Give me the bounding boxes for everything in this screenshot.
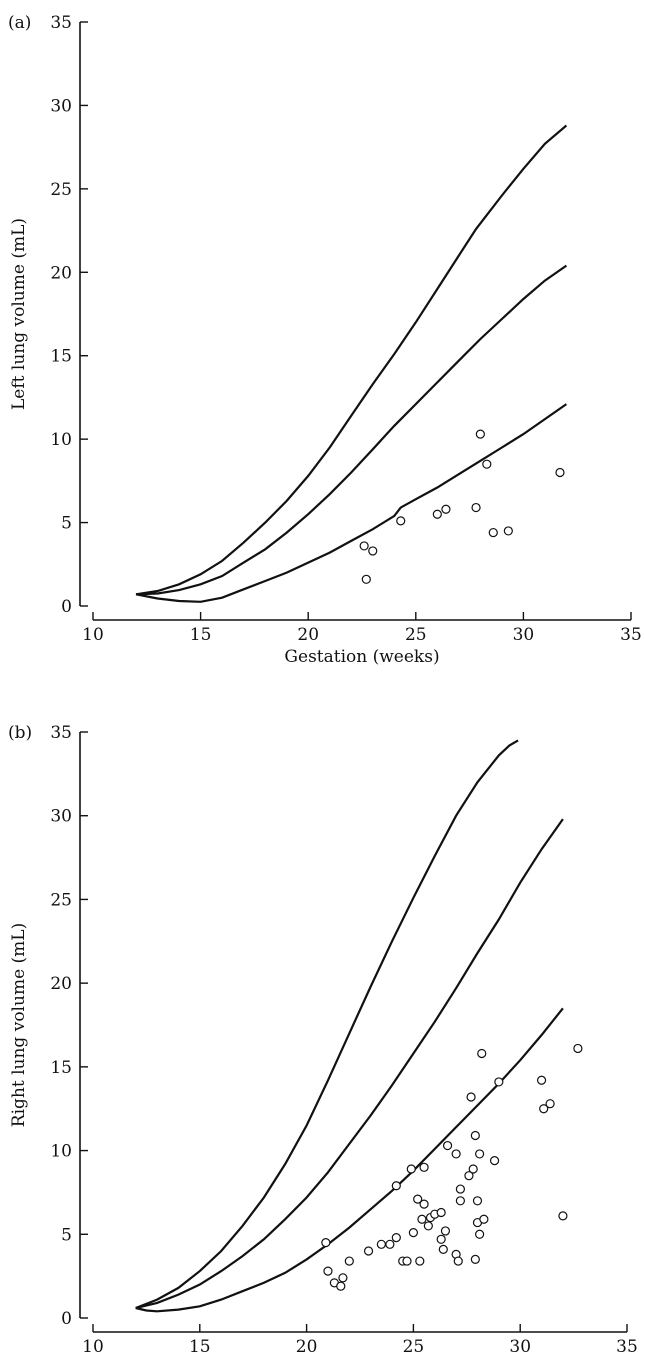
data-point [545,1099,555,1109]
data-point [470,1254,480,1265]
y-tick-label: 25 [50,890,72,910]
data-point [396,516,406,526]
data-point [423,1221,433,1231]
x-tick-label: 10 [82,625,104,645]
reference-curve-3 [135,1007,564,1313]
data-point [363,1246,374,1256]
x-tick-label: 20 [296,1337,318,1357]
data-point [539,1104,549,1114]
y-tick-label: 10 [50,430,72,450]
data-point [494,1077,504,1087]
y-tick-label: 20 [50,974,72,994]
reference-curve-1 [135,124,568,596]
reference-curve-1 [135,739,519,1310]
panel-label: (b) [8,723,32,743]
data-point [413,1194,423,1204]
y-tick-label: 0 [61,597,72,617]
data-point [441,504,451,514]
data-point [432,509,442,519]
data-point [436,1234,446,1244]
data-point [406,1164,416,1174]
x-tick-label: 15 [189,1337,211,1357]
y-tick-label: 30 [50,96,72,116]
y-tick-label: 5 [61,514,72,534]
data-point [453,1256,463,1266]
data-point [477,1048,487,1059]
data-point [368,546,378,556]
data-point [440,1226,451,1236]
y-axis-label: Left lung volume (mL) [9,218,29,410]
x-tick-label: 30 [509,1337,531,1357]
data-point [419,1199,429,1209]
y-tick-label: 30 [50,807,72,827]
x-axis-label: Gestation (weeks) [284,647,439,667]
x-tick-label: 25 [403,1337,425,1357]
data-point [468,1164,478,1174]
panel-a: 0 5 10 15 20 25 30 35 10 15 20 25 30 35 (a) Gestation (… [8,13,642,667]
x-tick-label: 35 [620,625,642,645]
x-tick-label: 20 [297,625,319,645]
data-point [558,1211,568,1221]
data-point [438,1244,448,1254]
data-point [488,527,498,538]
x-tick-label: 30 [513,625,535,645]
data-point [555,467,565,478]
y-tick-label: 10 [50,1142,72,1162]
data-point [336,1281,346,1291]
data-point [385,1239,395,1249]
data-point [479,1214,489,1224]
panel-label: (a) [8,13,31,33]
y-tick-label: 5 [61,1225,72,1245]
data-point [321,1238,331,1248]
data-point [503,526,513,536]
data-point [455,1184,465,1194]
data-point [402,1256,412,1266]
data-point [475,1149,485,1159]
data-point [436,1207,446,1218]
y-tick-label: 25 [50,180,72,200]
y-axis-label: Right lung volume (mL) [9,923,29,1127]
data-point [470,1130,480,1141]
y-tick-label: 20 [50,263,72,283]
data-point [573,1043,583,1054]
data-point [451,1149,461,1159]
data-point [419,1162,429,1172]
data-point [391,1233,401,1243]
data-point [471,502,481,513]
data-point [442,1140,453,1151]
data-point [475,1229,485,1239]
y-tick-label: 35 [50,723,72,743]
data-point [338,1273,348,1283]
data-point [408,1228,418,1238]
x-tick-label: 10 [82,1337,104,1357]
data-point [472,1196,483,1206]
data-point [482,459,492,469]
reference-curve-2 [135,818,564,1310]
x-tick-label: 15 [190,625,212,645]
data-point [359,541,369,551]
data-point [455,1196,465,1206]
data-point [361,574,371,584]
data-point [417,1214,427,1224]
reference-curve-3 [135,403,568,603]
y-tick-label: 15 [50,347,72,367]
x-tick-label: 35 [616,1337,638,1357]
y-tick-label: 35 [50,13,72,33]
data-point [475,429,485,439]
data-point [391,1181,401,1191]
data-point [344,1256,354,1266]
x-tick-label: 25 [405,625,427,645]
data-point [464,1171,474,1181]
reference-curve-2 [135,264,568,596]
data-point [489,1156,500,1166]
data-point [376,1239,386,1249]
data-point [415,1256,425,1266]
y-tick-label: 0 [61,1309,72,1329]
y-tick-label: 15 [50,1058,72,1078]
data-point [323,1266,333,1276]
data-point [466,1092,476,1102]
data-point [536,1075,547,1085]
